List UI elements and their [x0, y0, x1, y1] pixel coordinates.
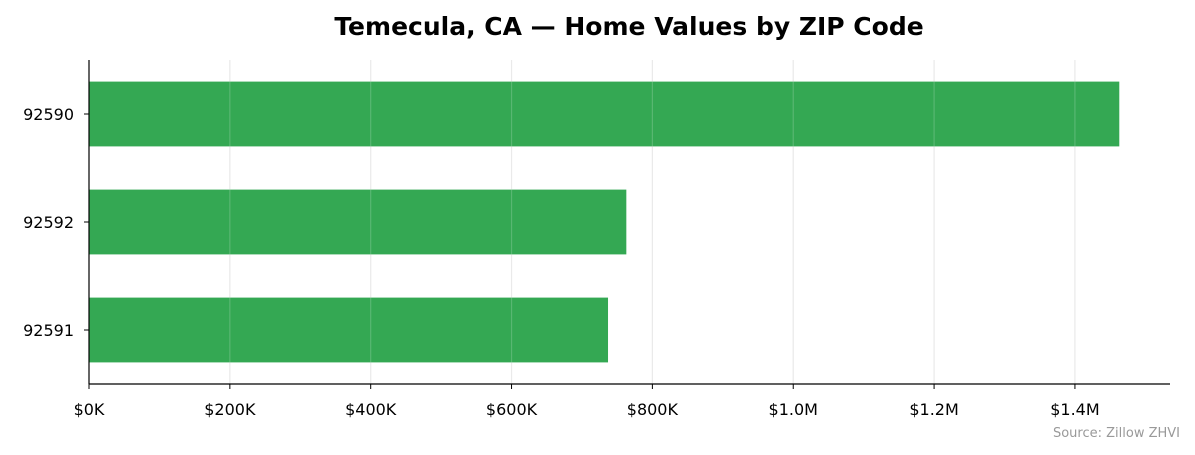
x-tick-label: $400K [345, 400, 397, 419]
x-tick-label: $0K [74, 400, 105, 419]
chart-title: Temecula, CA — Home Values by ZIP Code [334, 12, 923, 41]
y-tick-label: 92591 [23, 321, 74, 340]
x-tick-label: $600K [486, 400, 538, 419]
y-tick-labels: 92590 92592 92591 [23, 105, 74, 340]
x-tick-label: $1.2M [909, 400, 958, 419]
y-tick-label: 92590 [23, 105, 74, 124]
bar-92590 [89, 81, 1120, 147]
axes [84, 60, 1170, 389]
x-tick-labels: $0K $200K $400K $600K $800K $1.0M $1.2M $1.4M [74, 400, 1100, 419]
x-tick-label: $200K [204, 400, 256, 419]
x-tick-label: $1.0M [769, 400, 818, 419]
bars [89, 60, 1120, 384]
x-tick-label: $800K [627, 400, 679, 419]
x-tick-label: $1.4M [1050, 400, 1099, 419]
y-tick-label: 92592 [23, 213, 74, 232]
bar-92591 [89, 297, 609, 363]
bar-92592 [89, 189, 627, 255]
source-note: Source: Zillow ZHVI [1053, 426, 1180, 441]
